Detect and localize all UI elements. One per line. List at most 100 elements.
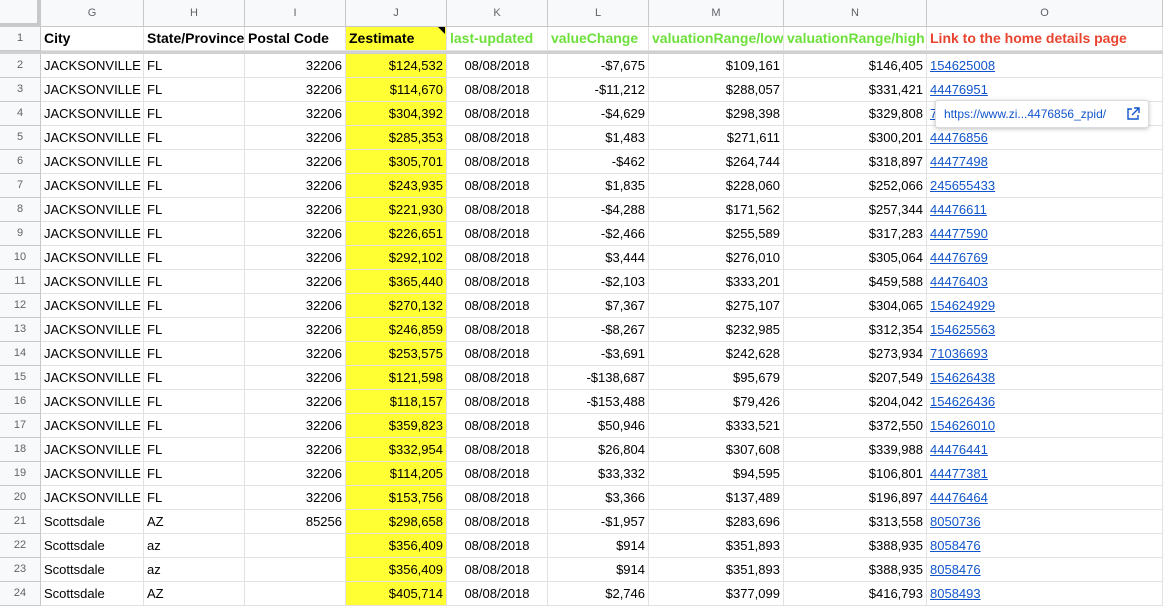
cell-postal[interactable]: 32206: [245, 486, 346, 510]
cell-city[interactable]: JACKSONVILLE: [41, 486, 144, 510]
cell-state[interactable]: FL: [144, 54, 245, 78]
zpid-link[interactable]: 44476951: [930, 82, 988, 97]
cell-change[interactable]: $914: [548, 558, 649, 582]
cell-zest[interactable]: $304,392: [346, 102, 447, 126]
cell-low[interactable]: $333,521: [649, 414, 784, 438]
cell-link[interactable]: 8058476: [927, 558, 1163, 582]
row-header-24[interactable]: 24: [0, 582, 41, 606]
cell-change[interactable]: $3,444: [548, 246, 649, 270]
zpid-link[interactable]: 8058476: [930, 538, 981, 553]
cell-change[interactable]: $7,367: [548, 294, 649, 318]
cell-state[interactable]: FL: [144, 174, 245, 198]
zpid-link[interactable]: 44476464: [930, 490, 988, 505]
row-header-7[interactable]: 7: [0, 174, 41, 198]
cell-updated[interactable]: 08/08/2018: [447, 390, 548, 414]
cell-state[interactable]: FL: [144, 366, 245, 390]
cell-postal[interactable]: 32206: [245, 318, 346, 342]
row-header-4[interactable]: 4: [0, 102, 41, 126]
cell-city[interactable]: JACKSONVILLE: [41, 78, 144, 102]
cell-city[interactable]: JACKSONVILLE: [41, 150, 144, 174]
cell-city[interactable]: JACKSONVILLE: [41, 246, 144, 270]
cell-low[interactable]: $242,628: [649, 342, 784, 366]
cell-state[interactable]: FL: [144, 198, 245, 222]
cell-postal[interactable]: [245, 582, 346, 606]
column-header-g[interactable]: G: [41, 0, 144, 27]
cell-updated[interactable]: 08/08/2018: [447, 198, 548, 222]
cell-updated[interactable]: 08/08/2018: [447, 150, 548, 174]
cell-postal[interactable]: 85256: [245, 510, 346, 534]
cell-postal[interactable]: 32206: [245, 126, 346, 150]
cell-high[interactable]: $318,897: [784, 150, 927, 174]
column-header-i[interactable]: I: [245, 0, 346, 27]
cell-zest[interactable]: $246,859: [346, 318, 447, 342]
cell-low[interactable]: $276,010: [649, 246, 784, 270]
cell-high[interactable]: $459,588: [784, 270, 927, 294]
cell-low[interactable]: $288,057: [649, 78, 784, 102]
cell-high[interactable]: $312,354: [784, 318, 927, 342]
cell-link[interactable]: 8050736: [927, 510, 1163, 534]
cell-updated[interactable]: 08/08/2018: [447, 582, 548, 606]
cell-updated[interactable]: 08/08/2018: [447, 126, 548, 150]
cell-link[interactable]: 44477590: [927, 222, 1163, 246]
cell-postal[interactable]: [245, 534, 346, 558]
cell-low[interactable]: $228,060: [649, 174, 784, 198]
cell-city[interactable]: JACKSONVILLE: [41, 294, 144, 318]
zpid-link[interactable]: 154624929: [930, 298, 996, 313]
cell-city[interactable]: JACKSONVILLE: [41, 318, 144, 342]
cell-change[interactable]: -$1,957: [548, 510, 649, 534]
cell-high[interactable]: $300,201: [784, 126, 927, 150]
cell-updated[interactable]: 08/08/2018: [447, 462, 548, 486]
cell-city[interactable]: JACKSONVILLE: [41, 390, 144, 414]
cell-postal[interactable]: 32206: [245, 390, 346, 414]
header-cell-zestimate[interactable]: Zestimate: [346, 27, 447, 51]
cell-state[interactable]: FL: [144, 270, 245, 294]
zpid-link[interactable]: 44476403: [930, 274, 988, 289]
cell-zest[interactable]: $226,651: [346, 222, 447, 246]
row-header-21[interactable]: 21: [0, 510, 41, 534]
cell-city[interactable]: Scottsdale: [41, 534, 144, 558]
row-header-16[interactable]: 16: [0, 390, 41, 414]
cell-high[interactable]: $339,988: [784, 438, 927, 462]
cell-zest[interactable]: $124,532: [346, 54, 447, 78]
cell-postal[interactable]: 32206: [245, 270, 346, 294]
cell-city[interactable]: JACKSONVILLE: [41, 270, 144, 294]
header-cell-home-details-link[interactable]: Link to the home details page: [927, 27, 1163, 51]
cell-high[interactable]: $196,897: [784, 486, 927, 510]
cell-change[interactable]: -$11,212: [548, 78, 649, 102]
cell-high[interactable]: $329,808: [784, 102, 927, 126]
link-preview-url[interactable]: https://www.zi...4476856_zpid/: [944, 107, 1107, 121]
cell-change[interactable]: $3,366: [548, 486, 649, 510]
cell-low[interactable]: $109,161: [649, 54, 784, 78]
cell-state[interactable]: FL: [144, 318, 245, 342]
cell-high[interactable]: $313,558: [784, 510, 927, 534]
column-header-k[interactable]: K: [447, 0, 548, 27]
column-header-n[interactable]: N: [784, 0, 927, 27]
cell-zest[interactable]: $298,658: [346, 510, 447, 534]
cell-postal[interactable]: 32206: [245, 174, 346, 198]
cell-updated[interactable]: 08/08/2018: [447, 318, 548, 342]
cell-high[interactable]: $372,550: [784, 414, 927, 438]
cell-postal[interactable]: 32206: [245, 150, 346, 174]
cell-high[interactable]: $257,344: [784, 198, 927, 222]
row-header-3[interactable]: 3: [0, 78, 41, 102]
cell-zest[interactable]: $305,701: [346, 150, 447, 174]
cell-city[interactable]: Scottsdale: [41, 558, 144, 582]
cell-updated[interactable]: 08/08/2018: [447, 438, 548, 462]
cell-updated[interactable]: 08/08/2018: [447, 366, 548, 390]
row-header-15[interactable]: 15: [0, 366, 41, 390]
cell-state[interactable]: FL: [144, 438, 245, 462]
cell-low[interactable]: $283,696: [649, 510, 784, 534]
zpid-link[interactable]: 8058493: [930, 586, 981, 601]
cell-zest[interactable]: $243,935: [346, 174, 447, 198]
cell-zest[interactable]: $270,132: [346, 294, 447, 318]
cell-low[interactable]: $232,985: [649, 318, 784, 342]
cell-low[interactable]: $271,611: [649, 126, 784, 150]
cell-postal[interactable]: 32206: [245, 366, 346, 390]
zpid-link[interactable]: 71036693: [930, 346, 988, 361]
cell-city[interactable]: JACKSONVILLE: [41, 54, 144, 78]
cell-link[interactable]: 44477381: [927, 462, 1163, 486]
row-header-2[interactable]: 2: [0, 54, 41, 78]
cell-city[interactable]: Scottsdale: [41, 582, 144, 606]
cell-zest[interactable]: $121,598: [346, 366, 447, 390]
cell-zest[interactable]: $365,440: [346, 270, 447, 294]
